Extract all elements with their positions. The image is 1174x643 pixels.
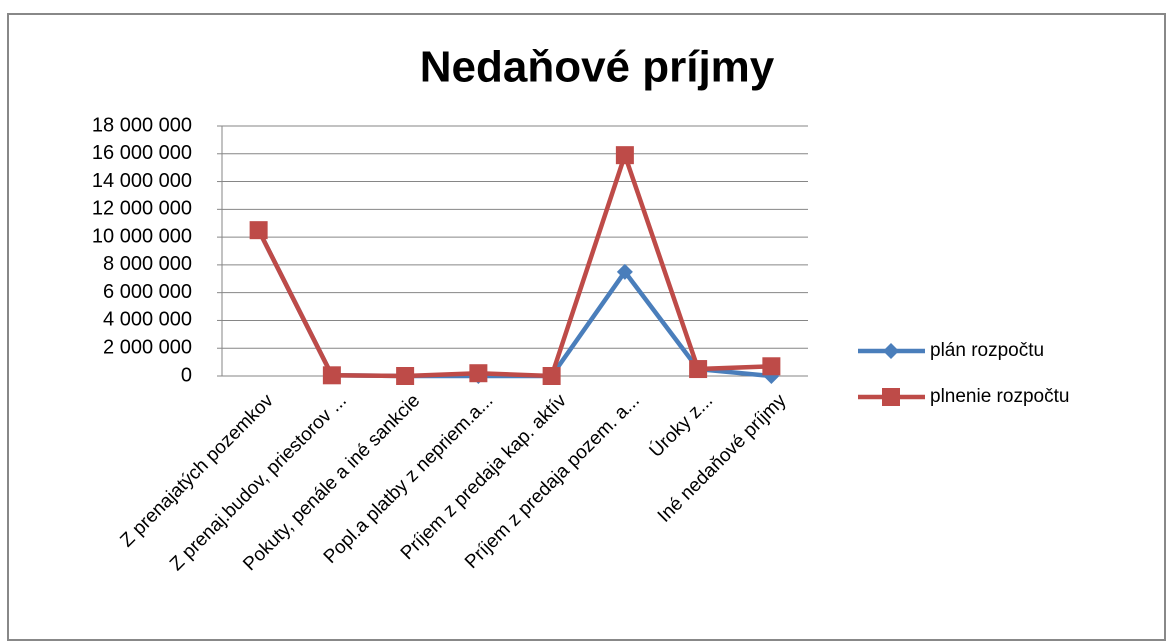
legend-label: plán rozpočtu (930, 340, 1044, 361)
point (616, 263, 633, 280)
point (396, 367, 415, 385)
y-tick-label: 18 000 000 (92, 114, 192, 136)
legend-marker (882, 388, 900, 406)
y-tick-label: 8 000 000 (103, 253, 192, 275)
y-tick-label: 6 000 000 (103, 281, 192, 303)
y-tick-label: 0 (181, 364, 192, 386)
point (322, 366, 341, 385)
y-tick-label: 10 000 000 (92, 225, 192, 247)
point (689, 360, 708, 379)
point (469, 364, 488, 383)
point (762, 357, 781, 376)
y-tick-label: 4 000 000 (103, 309, 192, 331)
y-tick-label: 16 000 000 (92, 142, 192, 164)
y-tick-label: 12 000 000 (92, 198, 192, 220)
legend-marker (883, 343, 899, 359)
point (615, 146, 634, 165)
legend-label: plnenie rozpočtu (930, 386, 1069, 407)
series-line (256, 148, 772, 379)
chart-title: Nedaňové príjmy (420, 43, 775, 92)
point (249, 221, 268, 240)
point (542, 367, 561, 385)
y-tick-label: 2 000 000 (103, 337, 192, 359)
y-tick-label: 14 000 000 (92, 170, 192, 192)
